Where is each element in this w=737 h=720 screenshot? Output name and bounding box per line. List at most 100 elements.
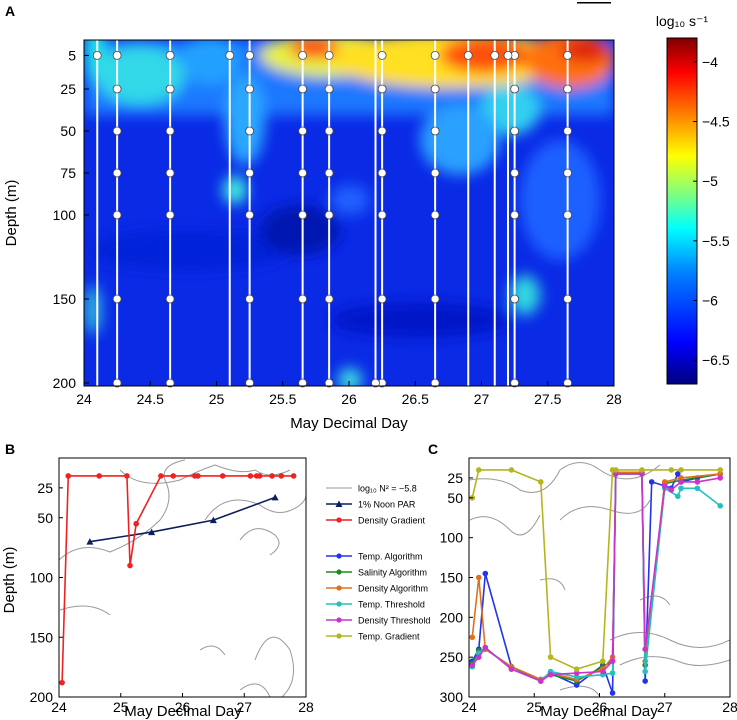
- sample-point: [563, 378, 573, 388]
- y-tick-label: 150: [440, 570, 464, 586]
- panel-b-xlabel: May Decimal Day: [124, 703, 242, 720]
- sample-point: [563, 126, 573, 136]
- legend-label: Density Gradient: [358, 516, 426, 526]
- data-point: [717, 471, 724, 477]
- data-point: [537, 479, 544, 485]
- legend-label: Temp. Algorithm: [358, 552, 423, 562]
- data-point: [678, 475, 684, 481]
- sample-point: [165, 378, 175, 388]
- sample-point: [324, 84, 334, 94]
- x-tick-label: 25: [113, 699, 129, 715]
- data-point: [694, 485, 701, 492]
- data-point: [469, 634, 476, 641]
- sample-point: [377, 51, 387, 60]
- x-tick-label: 24: [76, 391, 92, 407]
- data-point: [717, 467, 724, 473]
- sample-point: [245, 51, 255, 60]
- sample-point: [371, 378, 380, 388]
- data-point: [547, 654, 554, 660]
- data-point: [609, 658, 616, 664]
- data-point: [661, 479, 668, 485]
- data-point: [475, 467, 482, 473]
- data-point: [508, 666, 515, 672]
- legend-label: Temp. Gradient: [358, 632, 420, 642]
- data-point: [219, 473, 226, 479]
- legend-marker: [336, 569, 342, 575]
- sample-point: [430, 210, 440, 220]
- data-point: [209, 516, 217, 524]
- data-point: [96, 473, 102, 479]
- y-tick-label: 150: [30, 629, 54, 645]
- data-point: [475, 654, 482, 660]
- data-point: [613, 467, 619, 473]
- sample-point: [463, 51, 473, 60]
- data-point: [537, 678, 544, 684]
- data-point: [642, 678, 648, 684]
- data-point: [271, 493, 279, 501]
- data-point: [573, 682, 580, 688]
- legend: log₁₀ N² = −5.8 1% Noon PAR Density Gradie…: [326, 484, 430, 642]
- x-tick-label: 24: [51, 699, 67, 715]
- sample-point: [165, 210, 175, 220]
- y-tick-label: 75: [60, 165, 76, 181]
- data-point: [639, 471, 645, 477]
- sample-point: [165, 294, 175, 304]
- sample-point: [377, 84, 387, 94]
- sample-point: [165, 168, 175, 178]
- sample-point: [324, 51, 334, 60]
- legend-marker: [336, 585, 342, 591]
- sample-point: [245, 378, 255, 388]
- sample-point: [430, 294, 440, 304]
- data-point: [668, 467, 675, 473]
- sample-point: [510, 168, 520, 178]
- data-point: [678, 479, 684, 485]
- data-point: [482, 570, 489, 577]
- legend-marker: [335, 500, 343, 507]
- panel-a-label: A: [5, 3, 15, 19]
- sample-point: [112, 168, 122, 178]
- sample-point: [245, 126, 255, 136]
- y-tick-label: 50: [60, 123, 76, 139]
- legend-label: Density Threshold: [358, 616, 430, 626]
- y-tick-label: 50: [37, 510, 53, 526]
- data-point: [269, 473, 275, 479]
- panel-b-label: B: [5, 441, 15, 457]
- data-point: [717, 503, 724, 509]
- colorbar-tick-label: −6.5: [702, 352, 730, 368]
- sample-point: [563, 168, 573, 178]
- data-point: [642, 668, 648, 675]
- data-point: [609, 690, 616, 696]
- x-tick-label: 26: [341, 391, 357, 407]
- data-point: [694, 479, 701, 485]
- panel-a-ylabel: Depth (m): [3, 180, 20, 247]
- colorbar-tick-label: −4: [702, 54, 718, 70]
- data-point: [678, 485, 684, 492]
- sample-point: [563, 210, 573, 220]
- colorbar-label: log₁₀ s⁻¹: [656, 13, 708, 29]
- sample-point: [112, 294, 122, 304]
- y-tick-label: 150: [53, 291, 77, 307]
- data-point: [547, 671, 554, 678]
- data-point: [642, 646, 648, 652]
- y-tick-label: 25: [447, 470, 463, 486]
- sample-point: [298, 84, 308, 94]
- x-tick-label: 24: [461, 699, 477, 715]
- sample-point: [510, 378, 520, 388]
- sample-point: [298, 210, 308, 220]
- x-tick-label: 28: [298, 699, 314, 715]
- panel-c-label: C: [428, 441, 438, 457]
- sample-point: [510, 294, 520, 304]
- y-tick-label: 50: [447, 490, 463, 506]
- panel-b-x-ticks: 24 25 26 27 28: [51, 693, 314, 715]
- series-line: [471, 473, 721, 682]
- series-line: [471, 471, 721, 694]
- sample-point: [510, 126, 520, 136]
- legend-label: log₁₀ N² = −5.8: [358, 484, 417, 494]
- data-point: [668, 487, 675, 493]
- data-point: [573, 670, 580, 676]
- sample-point: [92, 51, 102, 60]
- series-line: [471, 473, 721, 683]
- data-point: [59, 679, 65, 686]
- colorbar-tick-label: −5: [702, 173, 718, 189]
- y-tick-label: 5: [68, 47, 76, 63]
